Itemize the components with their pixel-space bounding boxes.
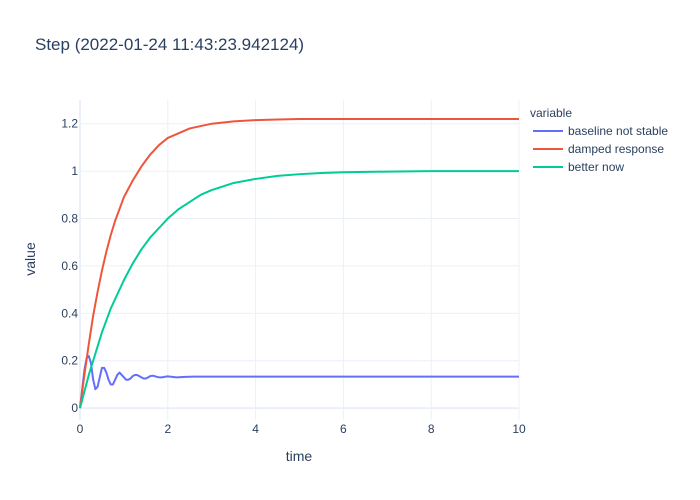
series-line-2 (79, 170, 519, 409)
chart-title: Step (2022-01-24 11:43:23.942124) (35, 35, 304, 54)
x-tick-labels: 0 2 4 6 8 10 (77, 422, 526, 436)
y-tick-label: 0.6 (61, 259, 78, 273)
legend-item[interactable]: damped response (533, 142, 664, 156)
series-lines (79, 117, 519, 409)
y-tick-label: 1 (71, 164, 78, 178)
x-tick-label: 2 (164, 422, 171, 436)
legend[interactable]: variable baseline not stable damped respo… (530, 106, 668, 174)
legend-title: variable (530, 106, 572, 120)
x-tick-label: 0 (77, 422, 84, 436)
legend-label: better now (568, 160, 624, 174)
legend-item[interactable]: better now (533, 160, 624, 174)
x-tick-label: 8 (428, 422, 435, 436)
x-tick-label: 10 (512, 422, 526, 436)
series-line-1 (79, 117, 519, 409)
legend-label: baseline not stable (568, 124, 668, 138)
legend-label: damped response (568, 142, 664, 156)
y-tick-label: 0.8 (61, 212, 78, 226)
y-tick-label: 0.4 (61, 306, 78, 320)
y-tick-label: 1.2 (61, 117, 78, 131)
legend-item[interactable]: baseline not stable (533, 124, 668, 138)
x-tick-label: 6 (340, 422, 347, 436)
y-tick-labels: 0 0.2 0.4 0.6 0.8 1 1.2 (61, 117, 78, 415)
y-tick-label: 0.2 (61, 354, 78, 368)
grid-lines (79, 100, 520, 420)
y-tick-label: 0 (71, 401, 78, 415)
x-tick-label: 4 (252, 422, 259, 436)
series-line-0 (79, 355, 519, 409)
y-axis-title: value (22, 242, 38, 276)
x-axis-title: time (286, 448, 313, 464)
